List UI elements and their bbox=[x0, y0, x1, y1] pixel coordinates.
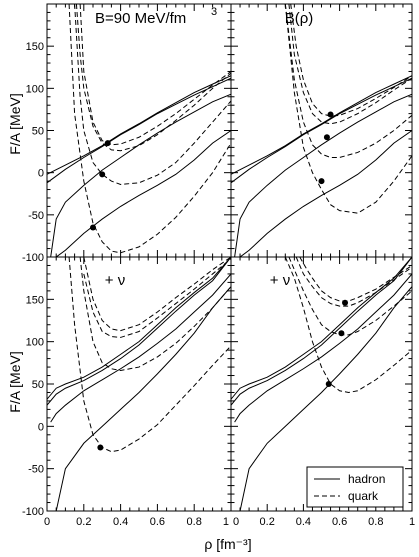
panel-frame bbox=[230, 3, 413, 258]
ticks-bottom-left bbox=[46, 256, 232, 512]
quark-curve-6 bbox=[288, 257, 412, 336]
x-tick-label: 0 bbox=[233, 516, 239, 528]
transition-marker-0 bbox=[342, 299, 349, 306]
hadron-curve-2 bbox=[234, 93, 412, 257]
y-tick-label: -50 bbox=[28, 210, 44, 222]
x-tick-label: 0.8 bbox=[187, 516, 202, 528]
x-tick-label: 0.8 bbox=[368, 516, 383, 528]
transition-marker-1 bbox=[338, 330, 345, 337]
x-axis-label: ρ [fm⁻³] bbox=[204, 536, 251, 552]
hadron-curve-3 bbox=[55, 286, 231, 511]
transition-marker-0 bbox=[97, 444, 104, 451]
transition-marker-1 bbox=[99, 171, 106, 178]
quark-curve-5 bbox=[83, 258, 231, 338]
panel-title-top-left: B=90 MeV/fm bbox=[95, 10, 186, 27]
legend-box bbox=[306, 466, 404, 508]
panel-top-right bbox=[230, 3, 413, 258]
y-tick-label: 50 bbox=[32, 126, 44, 138]
y-tick-label: -50 bbox=[28, 464, 44, 476]
legend: hadron quark bbox=[306, 466, 404, 508]
x-tick-label: 0.2 bbox=[76, 516, 91, 528]
ticks-top-right bbox=[230, 3, 413, 258]
legend-quark-label: quark bbox=[348, 489, 379, 503]
hadron-curve-0 bbox=[231, 75, 412, 175]
quark-curve-4 bbox=[83, 257, 231, 332]
hadron-curve-2 bbox=[50, 273, 231, 423]
series-group-top-right bbox=[231, 4, 412, 257]
quark-curve-5 bbox=[295, 257, 412, 307]
quark-curve-7 bbox=[68, 257, 231, 453]
x-tick-label: 1 bbox=[409, 516, 415, 528]
quark-curve-6 bbox=[74, 4, 231, 185]
hadron-curve-3 bbox=[239, 130, 412, 257]
quark-curve-5 bbox=[75, 4, 231, 152]
series-group-bottom-left bbox=[47, 257, 231, 511]
quark-curve-5 bbox=[288, 4, 412, 125]
hadron-curve-1 bbox=[231, 257, 412, 406]
quark-curve-4 bbox=[299, 257, 412, 302]
series-group-top-left bbox=[47, 4, 231, 257]
hadron-curve-1 bbox=[47, 77, 231, 184]
x-tick-label: 0.2 bbox=[260, 516, 275, 528]
series-group-bottom-right bbox=[231, 257, 412, 511]
panel-title-top-right: B(ρ) bbox=[285, 10, 314, 27]
y-axis-label-top: F/A [MeV] bbox=[7, 93, 23, 154]
y-tick-label: 100 bbox=[26, 83, 44, 95]
panel-title-bottom-right: + ν bbox=[270, 272, 290, 289]
title-top-left: B=90 MeV/fm 3 bbox=[95, 6, 217, 27]
quark-curve-7 bbox=[284, 4, 412, 214]
y-tick-label: 150 bbox=[26, 41, 44, 53]
hadron-curve-1 bbox=[47, 257, 231, 406]
legend-hadron-label: hadron bbox=[348, 472, 385, 486]
hadron-curve-1 bbox=[231, 77, 412, 184]
quark-curve-6 bbox=[79, 257, 231, 371]
y-axis-label-bottom: F/A [MeV] bbox=[7, 351, 23, 412]
hadron-curve-2 bbox=[50, 93, 231, 257]
x-tick-label: 0.6 bbox=[332, 516, 347, 528]
transition-marker-2 bbox=[318, 178, 325, 185]
y-tick-label: 0 bbox=[38, 421, 44, 433]
panel-top-left bbox=[46, 3, 232, 258]
panel-bottom-left bbox=[46, 256, 232, 512]
hadron-curve-3 bbox=[55, 130, 231, 257]
quark-curve-4 bbox=[290, 4, 412, 117]
panel-bottom-right bbox=[230, 256, 413, 512]
panel-title-superscript: 3 bbox=[211, 6, 217, 18]
y-tick-label: 100 bbox=[26, 337, 44, 349]
y-tick-label: 50 bbox=[32, 379, 44, 391]
transition-marker-0 bbox=[327, 111, 334, 118]
hadron-curve-0 bbox=[47, 75, 231, 175]
panel-title-bottom-left: + ν bbox=[105, 272, 125, 289]
hadron-curve-0 bbox=[231, 257, 412, 400]
hadron-curve-2 bbox=[234, 273, 412, 423]
quark-curve-7 bbox=[68, 4, 231, 254]
quark-curve-4 bbox=[79, 4, 231, 146]
transition-marker-2 bbox=[90, 224, 96, 231]
quark-curve-7 bbox=[284, 257, 412, 393]
panel-frame bbox=[46, 3, 232, 258]
panels-group: -100 -50 0 50 100 150 -100 -50 0 50 100 150 0 0.2 0.4 0… bbox=[22, 3, 415, 528]
x-tick-label: 0 bbox=[44, 516, 50, 528]
hadron-curve-3 bbox=[239, 286, 412, 511]
transition-marker-1 bbox=[323, 134, 330, 141]
y-tick-label: -100 bbox=[22, 506, 44, 518]
hadron-curve-0 bbox=[47, 257, 231, 400]
transition-marker-2 bbox=[325, 381, 332, 387]
transition-marker-0 bbox=[104, 140, 111, 147]
y-tick-label: -100 bbox=[22, 252, 44, 264]
quark-curve-6 bbox=[284, 4, 412, 158]
y-tick-label: 150 bbox=[26, 294, 44, 306]
ticks-bottom-right bbox=[230, 256, 413, 512]
x-tick-label: 1 bbox=[223, 516, 229, 528]
x-tick-label: 0.6 bbox=[150, 516, 165, 528]
y-tick-label: 0 bbox=[38, 168, 44, 180]
ticks-top-left bbox=[46, 3, 232, 258]
x-tick-label: 0.4 bbox=[113, 516, 128, 528]
x-tick-label: 0.4 bbox=[296, 516, 311, 528]
